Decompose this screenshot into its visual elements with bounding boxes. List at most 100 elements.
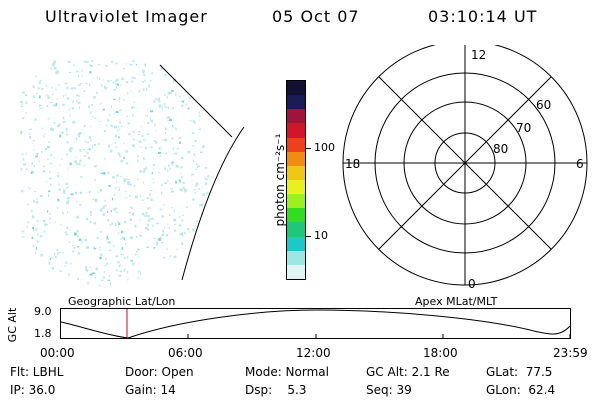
uv-speckle (73, 64, 75, 67)
uv-speckle (145, 246, 148, 248)
uv-speckle (62, 189, 66, 192)
uv-speckle (111, 222, 113, 225)
uv-speckle (179, 188, 182, 191)
uv-speckle (200, 203, 204, 207)
uv-speckle (94, 144, 97, 146)
uv-speckle (85, 82, 88, 85)
uv-speckle (163, 256, 166, 259)
colorbar-segment (287, 208, 305, 223)
uv-speckle (198, 188, 200, 190)
uv-speckle (71, 107, 75, 110)
uv-speckle (21, 153, 24, 156)
uv-speckle (194, 192, 197, 194)
uv-speckle (67, 186, 69, 188)
colorbar-tickmark-10 (306, 236, 311, 237)
uv-speckle (88, 136, 91, 139)
uv-speckle (85, 266, 87, 269)
uv-speckle (76, 200, 78, 203)
uv-speckle (112, 176, 115, 179)
uv-speckle (73, 246, 75, 250)
uv-speckle (196, 163, 198, 165)
uv-speckle (181, 104, 184, 107)
uv-speckle (175, 164, 179, 168)
uv-speckle (73, 121, 76, 124)
uv-speckle (178, 95, 181, 97)
uv-speckle (97, 142, 100, 145)
uv-speckle (103, 276, 106, 279)
uv-speckle (68, 108, 70, 111)
uv-speckle (79, 106, 81, 109)
uv-speckle (89, 273, 93, 276)
uv-speckle (88, 105, 91, 108)
uv-speckle (182, 234, 184, 237)
uv-speckle (77, 101, 81, 104)
uv-speckle (139, 195, 142, 198)
uv-speckle (70, 87, 74, 90)
colorbar-segment (287, 137, 305, 152)
uv-speckle (86, 141, 89, 143)
uv-speckle (111, 61, 114, 63)
uv-speckle (179, 215, 181, 219)
uv-speckle (139, 219, 142, 221)
uv-speckle (170, 190, 174, 193)
timeline-ytick-1-8: 1.8 (34, 327, 52, 340)
uv-speckle (62, 116, 65, 120)
colorbar (286, 80, 306, 280)
uv-speckle (120, 253, 124, 255)
lat-label-60: 60 (536, 98, 551, 112)
uv-speckle (131, 213, 135, 216)
uv-speckle (121, 236, 123, 240)
uv-speckle (137, 255, 139, 257)
uv-speckle (129, 206, 131, 208)
uv-speckle (182, 214, 184, 216)
uv-speckle (34, 118, 37, 121)
uv-speckle (192, 228, 195, 231)
uv-speckle (202, 193, 206, 196)
uv-speckle (164, 106, 168, 109)
timeline-ylabel: GC Alt (6, 307, 19, 343)
uv-speckle (187, 228, 190, 231)
uv-speckle (98, 284, 101, 287)
timeline-xtick-1800: 18:00 (423, 346, 458, 360)
uv-speckle (93, 248, 97, 250)
uv-speckle (144, 215, 148, 217)
uv-speckle (77, 75, 79, 78)
uv-speckle (165, 117, 168, 119)
uv-speckle (194, 185, 197, 187)
uv-speckle (91, 104, 94, 106)
uv-speckle (144, 79, 146, 82)
uv-speckle (97, 64, 101, 66)
uv-speckle (33, 229, 35, 232)
uv-speckle (116, 85, 118, 89)
uv-speckle (75, 70, 79, 73)
uv-speckle (31, 215, 35, 219)
uv-speckle (147, 219, 150, 222)
uv-speckle (196, 182, 198, 185)
uv-speckle (66, 141, 69, 144)
uv-speckle (167, 120, 171, 121)
uv-speckle (133, 185, 136, 187)
uv-speckle (146, 88, 148, 91)
uv-speckle (174, 152, 177, 155)
uv-speckle (56, 70, 59, 73)
uv-speckle (207, 175, 210, 178)
uv-speckle (48, 141, 51, 143)
uv-speckle (136, 64, 138, 66)
uv-speckle (165, 152, 167, 155)
uv-speckle (132, 60, 135, 63)
uv-speckle (76, 230, 79, 232)
lat-label-80: 80 (493, 142, 508, 156)
uv-speckle (107, 79, 110, 83)
uv-speckle (21, 230, 25, 233)
uv-speckle (117, 126, 119, 129)
uv-speckle (48, 263, 51, 265)
colorbar-segment (287, 109, 305, 124)
status-gc-alt: GC Alt: 2.1 Re (366, 365, 450, 379)
uv-speckle (67, 60, 71, 63)
uv-speckle (176, 248, 179, 251)
uv-speckle (200, 151, 203, 153)
uv-speckle (153, 139, 156, 142)
uv-speckle (205, 182, 208, 186)
uv-speckle (172, 107, 174, 110)
uv-speckle (75, 137, 78, 141)
